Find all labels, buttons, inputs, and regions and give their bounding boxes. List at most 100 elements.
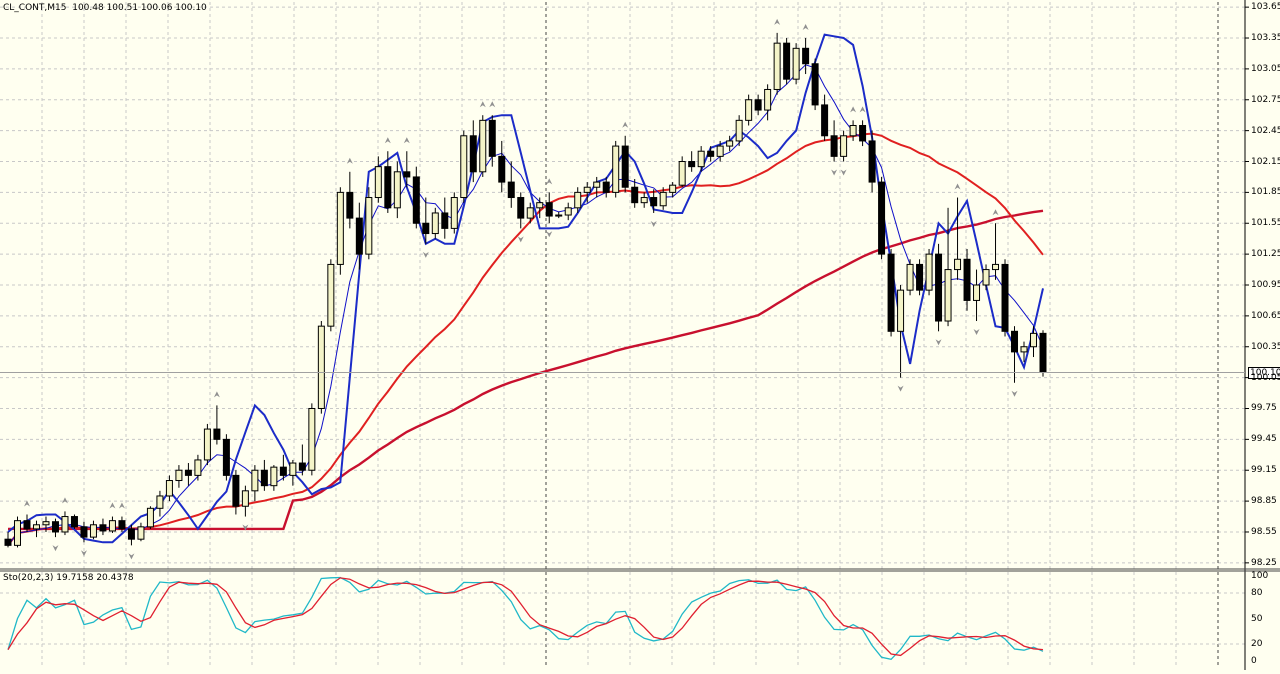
candle-body	[51, 521, 59, 533]
candle-body	[241, 490, 249, 507]
fractal-down-icon	[128, 553, 135, 560]
fractal-up-icon	[403, 137, 410, 144]
price-tick-label: 98.85	[1251, 496, 1277, 507]
candle-body	[621, 145, 629, 188]
candle-body	[460, 135, 468, 199]
candle-body	[194, 459, 202, 476]
price-tick-label: 98.55	[1251, 526, 1277, 537]
candle-body	[564, 207, 572, 216]
candle-body	[203, 428, 211, 461]
candle-body	[108, 520, 116, 532]
stochastic-label: Sto(20,2,3) 19.7158 20.4378	[3, 573, 134, 583]
candle-body	[878, 181, 886, 255]
price-tick-label: 101.55	[1251, 218, 1280, 229]
candle-body	[868, 140, 876, 183]
candle-body	[1020, 346, 1028, 353]
fractal-down-icon	[546, 231, 553, 238]
price-tick-label: 102.75	[1251, 94, 1280, 105]
candle-body	[99, 524, 107, 532]
candle-body	[488, 119, 496, 157]
candle-body	[593, 181, 601, 188]
price-tick-label: 103.35	[1251, 33, 1280, 44]
candle-body	[1030, 332, 1038, 348]
candle-body	[773, 42, 781, 90]
candle-body	[507, 181, 515, 199]
candle-body	[251, 469, 259, 492]
candle-body	[441, 212, 449, 229]
stoch-tick-label: 100	[1251, 571, 1269, 581]
fractal-up-icon	[118, 502, 125, 509]
candle-body	[783, 42, 791, 80]
stochastic-lines	[7, 576, 1044, 661]
candle-body	[89, 524, 97, 538]
price-tick-label: 99.75	[1251, 403, 1277, 414]
stochastic-main-line	[7, 576, 1044, 661]
candle-body	[821, 104, 829, 137]
fractal-down-icon	[650, 220, 657, 227]
candle-body	[1001, 263, 1009, 332]
indicator-lines	[7, 33, 1044, 547]
candle-body	[232, 474, 240, 507]
candle-body	[640, 197, 648, 204]
candle-body	[859, 124, 867, 142]
fractal-down-icon	[840, 169, 847, 176]
candle-body	[479, 119, 487, 173]
fractal-up-icon	[61, 497, 68, 504]
candle-body	[707, 150, 715, 157]
fractal-down-icon	[831, 169, 838, 176]
candle-body	[4, 538, 12, 546]
candle-body	[336, 191, 344, 265]
candle-body	[80, 526, 88, 538]
fractal-up-icon	[622, 121, 629, 128]
candle-body	[754, 99, 762, 111]
candle-body	[555, 214, 563, 217]
candle-body	[175, 469, 183, 482]
candle-body	[365, 197, 373, 255]
fractal-up-icon	[213, 391, 220, 398]
candle-body	[982, 269, 990, 286]
candle-body	[412, 176, 420, 224]
fractal-down-icon	[973, 329, 980, 336]
candle-body	[545, 202, 553, 217]
candle-body	[992, 263, 1000, 271]
fractal-down-icon	[242, 524, 249, 531]
candle-body	[764, 88, 772, 111]
candle-body	[925, 253, 933, 291]
candle-body	[23, 520, 31, 530]
candle-body	[346, 191, 354, 219]
price-tick-label: 102.45	[1251, 125, 1280, 136]
candle-body	[431, 212, 439, 235]
price-tick-label: 100.65	[1251, 310, 1280, 321]
candle-body	[811, 63, 819, 106]
channel-line	[7, 33, 1044, 544]
candle-body	[127, 528, 135, 540]
candle-body	[954, 258, 962, 271]
candle-body	[308, 407, 316, 471]
candle-body	[583, 186, 591, 193]
candle-body	[916, 263, 924, 291]
candle-body	[792, 47, 800, 80]
candle-body	[963, 258, 971, 301]
stoch-tick-label: 20	[1251, 639, 1263, 649]
candle-body	[42, 521, 50, 526]
candle-body	[631, 186, 639, 204]
candle-body	[716, 145, 724, 157]
price-tick-label: 100.05	[1251, 372, 1280, 383]
candle-body	[973, 284, 981, 301]
candle-body	[650, 197, 658, 207]
fractal-up-icon	[850, 106, 857, 113]
candle-body	[70, 516, 78, 528]
fractal-up-icon	[384, 137, 391, 144]
candle-body	[165, 480, 173, 497]
fractal-up-icon	[109, 502, 116, 509]
fractal-up-icon	[23, 500, 30, 507]
ohlc-readout: 100.48 100.51 100.06 100.10	[72, 3, 207, 13]
mid-moving-average	[7, 132, 1044, 547]
candle-body	[422, 222, 430, 235]
price-tick-label: 100.95	[1251, 280, 1280, 290]
candle-body	[384, 166, 392, 209]
candle-body	[659, 191, 667, 207]
candle-body	[612, 145, 620, 193]
